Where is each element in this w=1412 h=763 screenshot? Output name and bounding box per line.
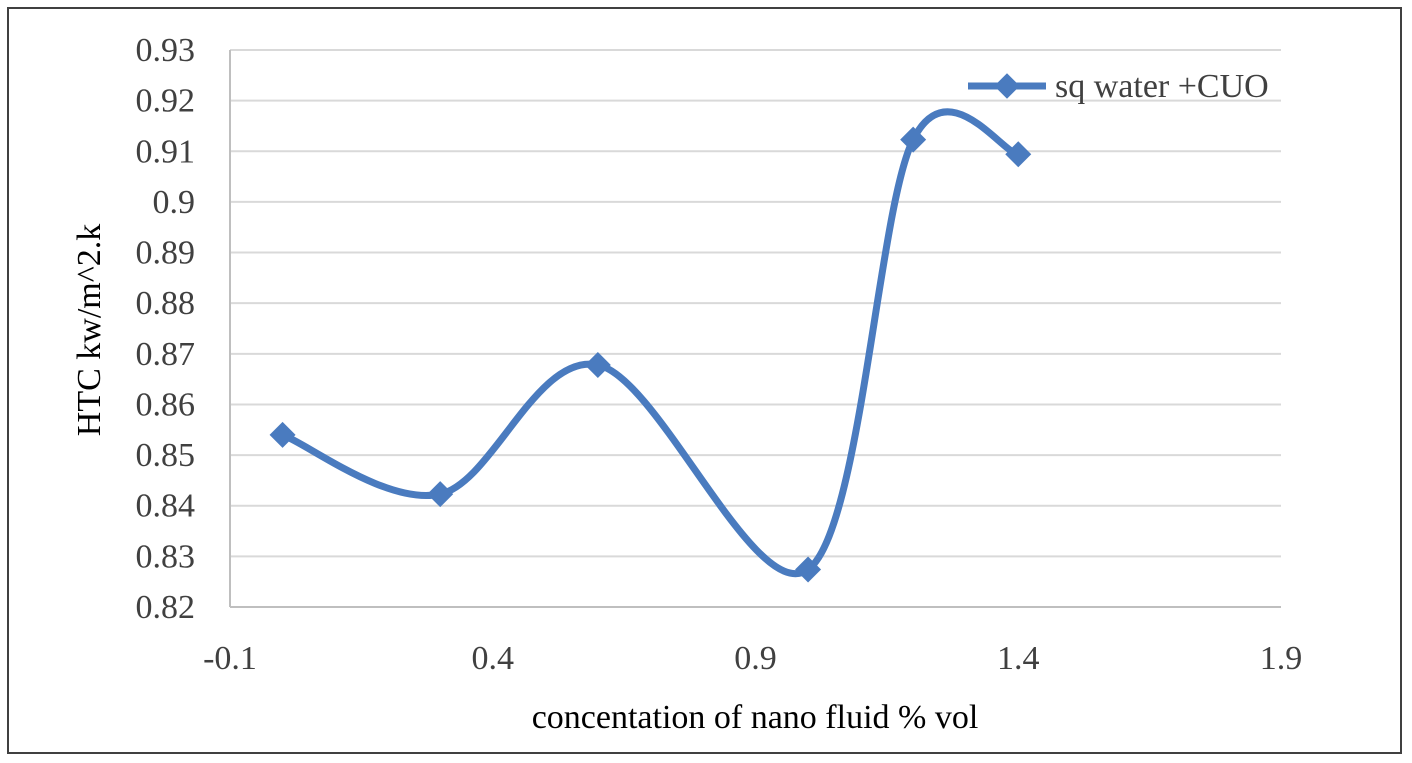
data-point: [1005, 141, 1032, 168]
x-tick-label: -0.1: [203, 640, 257, 677]
chart-frame: [7, 7, 1402, 754]
y-tick-label: 0.9: [153, 184, 196, 221]
y-tick-label: 0.88: [136, 285, 196, 322]
y-tick-label: 0.87: [136, 336, 196, 373]
y-tick-labels: 0.82 0.83 0.84 0.85 0.86 0.87 0.88 0.89 0.9 0.91 0…: [136, 32, 196, 626]
data-point: [584, 351, 611, 378]
legend-label: sq water +CUO: [1055, 68, 1269, 105]
x-tick-label: 0.4: [472, 640, 515, 677]
y-tick-label: 0.82: [136, 589, 196, 626]
data-point: [427, 481, 454, 508]
y-tick-label: 0.85: [136, 437, 196, 474]
data-point: [900, 126, 927, 153]
y-tick-label: 0.92: [136, 83, 196, 120]
gridlines: [230, 49, 1281, 558]
y-axis-title: HTC kw/m^2.k: [71, 224, 108, 436]
x-tick-labels: -0.1 0.4 0.9 1.4 1.9: [203, 640, 1302, 677]
x-tick-label: 1.9: [1260, 640, 1303, 677]
y-tick-label: 0.91: [136, 133, 196, 170]
axes: [229, 50, 1281, 608]
x-tick-label: 1.4: [997, 640, 1040, 677]
y-tick-label: 0.89: [136, 235, 196, 272]
y-tick-label: 0.84: [136, 488, 196, 525]
y-tick-label: 0.86: [136, 386, 196, 423]
legend-marker: [994, 73, 1020, 99]
y-tick-label: 0.93: [136, 32, 196, 69]
series-line: [279, 108, 1022, 577]
x-tick-label: 0.9: [734, 640, 777, 677]
series: [269, 108, 1032, 583]
y-tick-label: 0.83: [136, 538, 196, 575]
data-point: [269, 421, 296, 448]
data-point: [795, 556, 822, 583]
x-axis-title: concentation of nano fluid % vol: [532, 699, 979, 736]
legend: sq water +CUO: [968, 68, 1269, 105]
